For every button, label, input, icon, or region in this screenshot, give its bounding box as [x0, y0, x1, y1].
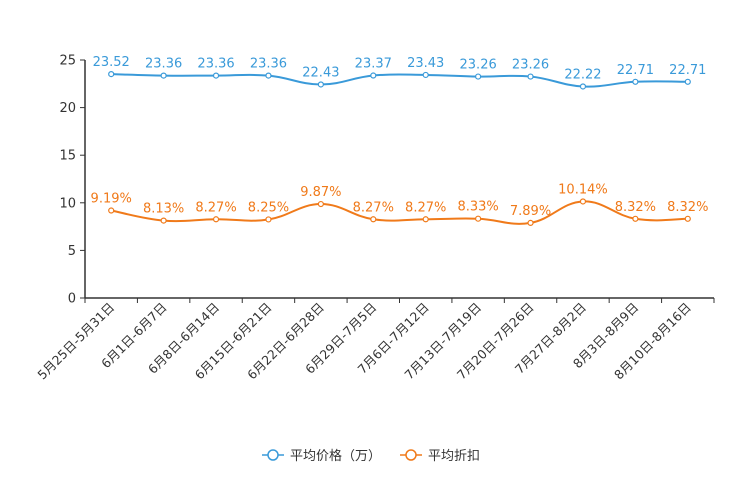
data-label: 7.89%: [510, 204, 551, 219]
data-label: 9.19%: [91, 192, 132, 207]
data-point: [632, 78, 639, 85]
data-point: [212, 72, 220, 79]
data-point: [475, 215, 482, 222]
data-point: [684, 215, 691, 222]
data-label: 8.27%: [195, 200, 236, 215]
data-label: 22.71: [669, 63, 706, 78]
y-tick-label: 25: [59, 54, 76, 69]
data-label: 23.37: [355, 57, 392, 72]
y-tick-label: 0: [68, 292, 76, 307]
data-label: 23.26: [512, 58, 549, 73]
data-point: [422, 71, 429, 79]
data-label: 23.36: [250, 57, 287, 72]
data-point: [265, 72, 272, 79]
data-label: 23.26: [460, 58, 497, 73]
legend-item-2[interactable]: 平均折扣: [400, 449, 480, 464]
legend-label: 平均折扣: [428, 449, 480, 464]
data-label: 8.32%: [615, 200, 656, 215]
data-point: [212, 216, 220, 223]
x-category-label: 5月25日-5月31日: [34, 300, 117, 383]
series-line-2: [111, 200, 688, 225]
data-point: [527, 73, 534, 80]
series-line-1: [111, 73, 688, 88]
data-point: [160, 217, 167, 224]
data-point: [579, 83, 587, 90]
data-label: 8.27%: [405, 200, 446, 215]
legend-label: 平均价格（万）: [290, 448, 381, 464]
data-label: 22.22: [564, 67, 601, 82]
data-label: 8.27%: [353, 200, 394, 215]
y-tick-label: 5: [68, 244, 76, 259]
data-label: 22.43: [302, 65, 339, 80]
data-label: 9.87%: [300, 185, 341, 200]
data-point: [370, 72, 377, 79]
data-point: [370, 216, 377, 223]
data-point: [632, 215, 639, 222]
data-label: 8.32%: [667, 200, 708, 215]
data-label: 22.71: [617, 63, 654, 78]
data-label: 8.33%: [457, 200, 498, 215]
data-point: [684, 78, 691, 85]
data-label: 8.13%: [143, 202, 184, 217]
data-point: [579, 198, 587, 205]
y-tick-label: 20: [59, 101, 76, 116]
data-point: [475, 73, 482, 80]
data-label: 23.36: [145, 57, 182, 72]
data-label: 8.25%: [248, 200, 289, 215]
y-tick-label: 10: [59, 196, 76, 211]
data-point: [317, 81, 324, 88]
data-point: [527, 219, 534, 226]
data-point: [317, 200, 324, 208]
data-point: [108, 70, 115, 78]
data-label: 23.36: [197, 57, 234, 72]
legend-marker-icon: [267, 449, 279, 461]
data-point: [160, 72, 167, 79]
data-label: 23.52: [93, 55, 130, 70]
legend-marker-icon: [405, 449, 417, 461]
legend-item-1[interactable]: 平均价格（万）: [262, 448, 381, 464]
data-point: [265, 216, 272, 223]
y-tick-label: 15: [59, 149, 76, 164]
data-label: 23.43: [407, 56, 444, 71]
data-point: [108, 207, 115, 214]
data-label: 10.14%: [558, 182, 608, 197]
data-point: [422, 216, 429, 223]
